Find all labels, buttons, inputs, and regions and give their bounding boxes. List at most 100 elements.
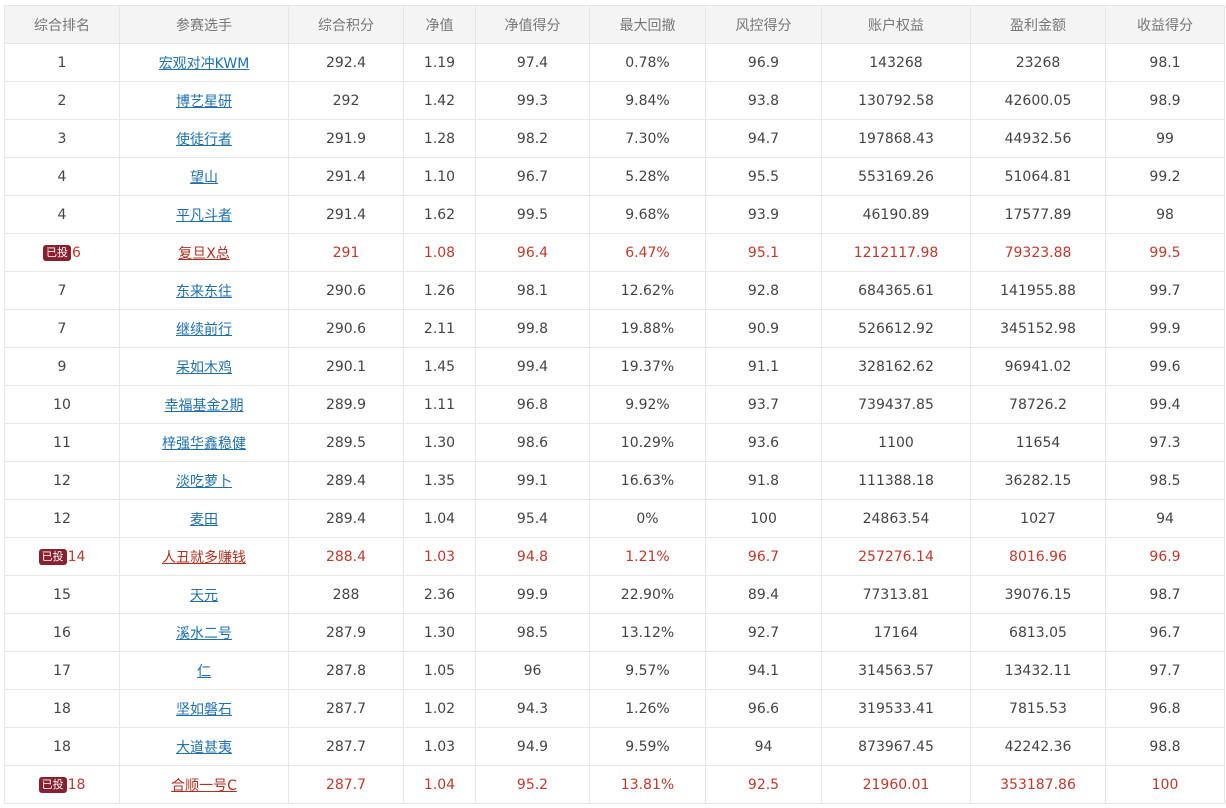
player-cell: 复旦X总 <box>119 233 289 272</box>
max-drawdown-cell: 13.81% <box>589 765 706 804</box>
player-link[interactable]: 仁 <box>197 663 211 680</box>
header-player[interactable]: 参赛选手 <box>119 5 289 44</box>
equity-cell: 77313.81 <box>821 575 971 614</box>
nav-cell: 2.36 <box>403 575 476 614</box>
nav-score-cell: 99.3 <box>475 81 590 120</box>
max-drawdown-cell: 10.29% <box>589 423 706 462</box>
player-link[interactable]: 望山 <box>190 169 218 186</box>
player-link[interactable]: 淡吃萝卜 <box>176 473 232 490</box>
player-link[interactable]: 合顺一号C <box>171 777 237 794</box>
return-score-cell: 99.7 <box>1105 271 1225 310</box>
header-equity[interactable]: 账户权益 <box>821 5 971 44</box>
equity-cell: 111388.18 <box>821 461 971 500</box>
nav-cell: 1.10 <box>403 157 476 196</box>
profit-cell: 44932.56 <box>970 119 1106 158</box>
profit-cell: 23268 <box>970 43 1106 82</box>
rank-cell: 7 <box>4 271 120 310</box>
player-cell: 溪水二号 <box>119 613 289 652</box>
equity-cell: 130792.58 <box>821 81 971 120</box>
player-link[interactable]: 继续前行 <box>176 321 232 338</box>
score-cell: 291.4 <box>288 195 404 234</box>
header-nav[interactable]: 净值 <box>403 5 476 44</box>
header-rank[interactable]: 综合排名 <box>4 5 120 44</box>
player-link[interactable]: 溪水二号 <box>176 625 232 642</box>
rank-value: 3 <box>57 130 67 147</box>
max-drawdown-cell: 9.84% <box>589 81 706 120</box>
header-nav-score[interactable]: 净值得分 <box>475 5 590 44</box>
rank-value: 14 <box>67 548 86 565</box>
table-row: 11 梓强华鑫稳健 289.5 1.30 98.6 10.29% 93.6 1100 11654… <box>4 423 1225 462</box>
header-max-drawdown[interactable]: 最大回撤 <box>589 5 706 44</box>
player-link[interactable]: 大道甚夷 <box>176 739 232 756</box>
rank-cell: 12 <box>4 499 120 538</box>
profit-cell: 13432.11 <box>970 651 1106 690</box>
nav-score-cell: 96.8 <box>475 385 590 424</box>
player-link[interactable]: 幸福基金2期 <box>164 397 244 414</box>
player-cell: 博艺星研 <box>119 81 289 120</box>
player-link[interactable]: 东来东往 <box>176 283 232 300</box>
score-cell: 289.4 <box>288 499 404 538</box>
equity-cell: 1100 <box>821 423 971 462</box>
player-cell: 麦田 <box>119 499 289 538</box>
equity-cell: 739437.85 <box>821 385 971 424</box>
rank-cell: 4 <box>4 195 120 234</box>
return-score-cell: 97.7 <box>1105 651 1225 690</box>
player-link[interactable]: 呆如木鸡 <box>176 359 232 376</box>
equity-cell: 143268 <box>821 43 971 82</box>
score-cell: 292.4 <box>288 43 404 82</box>
max-drawdown-cell: 0.78% <box>589 43 706 82</box>
rank-cell: 18 <box>4 727 120 766</box>
rank-value: 17 <box>53 662 71 679</box>
return-score-cell: 99.6 <box>1105 347 1225 386</box>
player-link[interactable]: 坚如磐石 <box>176 701 232 718</box>
max-drawdown-cell: 9.57% <box>589 651 706 690</box>
profit-cell: 42242.36 <box>970 727 1106 766</box>
risk-score-cell: 96.6 <box>705 689 822 728</box>
score-cell: 288.4 <box>288 537 404 576</box>
profit-cell: 345152.98 <box>970 309 1106 348</box>
return-score-cell: 96.8 <box>1105 689 1225 728</box>
nav-score-cell: 98.2 <box>475 119 590 158</box>
max-drawdown-cell: 7.30% <box>589 119 706 158</box>
return-score-cell: 97.3 <box>1105 423 1225 462</box>
table-row: 已投 14 人丑就多赚钱 288.4 1.03 94.8 1.21% 96.7 257276.1… <box>4 537 1225 576</box>
nav-score-cell: 95.2 <box>475 765 590 804</box>
player-link[interactable]: 梓强华鑫稳健 <box>162 435 246 452</box>
risk-score-cell: 90.9 <box>705 309 822 348</box>
equity-cell: 314563.57 <box>821 651 971 690</box>
player-link[interactable]: 平凡斗者 <box>176 207 232 224</box>
nav-cell: 1.02 <box>403 689 476 728</box>
player-link[interactable]: 博艺星研 <box>176 93 232 110</box>
player-link[interactable]: 宏观对冲KWM <box>158 55 250 72</box>
header-profit[interactable]: 盈利金额 <box>970 5 1106 44</box>
profit-cell: 17577.89 <box>970 195 1106 234</box>
max-drawdown-cell: 13.12% <box>589 613 706 652</box>
header-score[interactable]: 综合积分 <box>288 5 404 44</box>
return-score-cell: 98 <box>1105 195 1225 234</box>
rank-cell: 10 <box>4 385 120 424</box>
score-cell: 291.9 <box>288 119 404 158</box>
player-cell: 淡吃萝卜 <box>119 461 289 500</box>
score-cell: 290.1 <box>288 347 404 386</box>
max-drawdown-cell: 0% <box>589 499 706 538</box>
rank-value: 9 <box>57 358 67 375</box>
player-link[interactable]: 麦田 <box>190 511 218 528</box>
nav-score-cell: 99.4 <box>475 347 590 386</box>
profit-cell: 78726.2 <box>970 385 1106 424</box>
player-link[interactable]: 复旦X总 <box>178 245 230 262</box>
max-drawdown-cell: 19.88% <box>589 309 706 348</box>
player-cell: 宏观对冲KWM <box>119 43 289 82</box>
risk-score-cell: 92.5 <box>705 765 822 804</box>
player-link[interactable]: 天元 <box>190 587 218 604</box>
rank-cell: 18 <box>4 689 120 728</box>
risk-score-cell: 93.6 <box>705 423 822 462</box>
header-return-score[interactable]: 收益得分 <box>1105 5 1225 44</box>
player-link[interactable]: 使徒行者 <box>176 131 232 148</box>
risk-score-cell: 94.7 <box>705 119 822 158</box>
nav-score-cell: 95.4 <box>475 499 590 538</box>
return-score-cell: 99 <box>1105 119 1225 158</box>
player-link[interactable]: 人丑就多赚钱 <box>162 549 246 566</box>
nav-score-cell: 99.5 <box>475 195 590 234</box>
header-risk-score[interactable]: 风控得分 <box>705 5 822 44</box>
equity-cell: 21960.01 <box>821 765 971 804</box>
